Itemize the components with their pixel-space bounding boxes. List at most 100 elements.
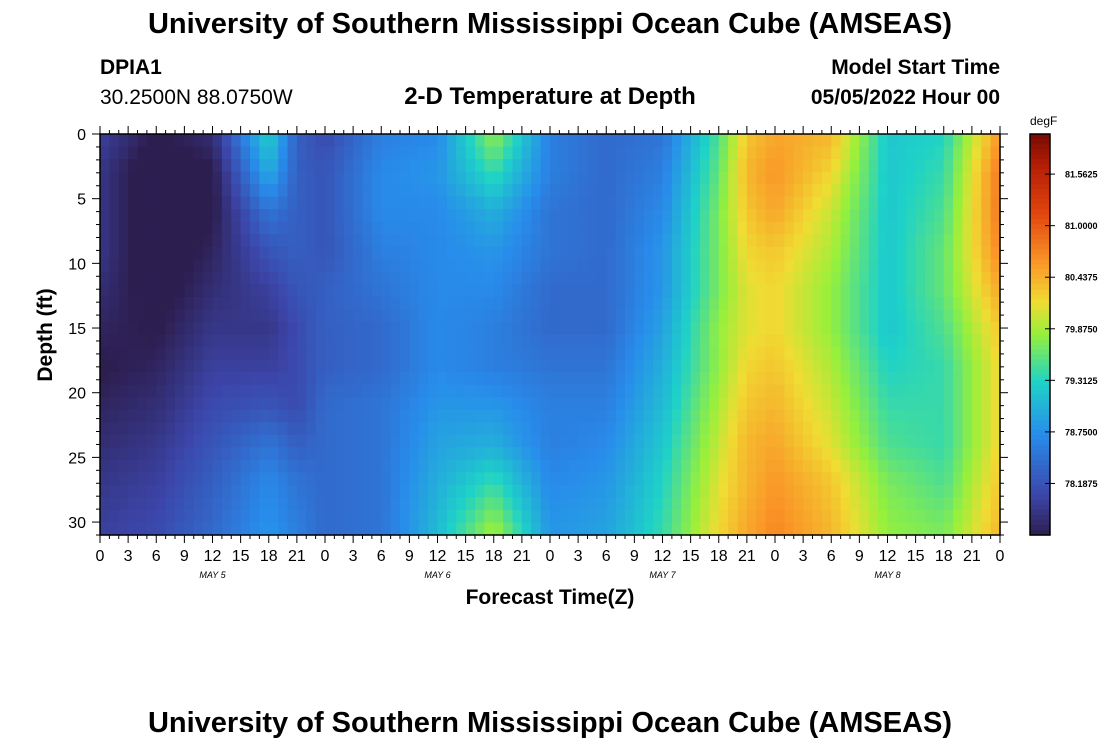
heatmap-cell — [568, 447, 579, 461]
heatmap-cell — [268, 309, 279, 323]
heatmap-cell — [212, 359, 223, 373]
heatmap-cell — [325, 246, 335, 260]
heatmap-cell — [325, 234, 335, 248]
heatmap-cell — [578, 259, 589, 273]
heatmap-cell — [690, 184, 701, 198]
heatmap-cell — [803, 159, 814, 173]
heatmap-cell — [662, 246, 673, 260]
heatmap-cell — [231, 347, 242, 361]
heatmap-cell — [390, 347, 401, 361]
heatmap-cell — [306, 196, 317, 210]
heatmap-cell — [737, 397, 748, 411]
heatmap-cell — [765, 221, 776, 235]
heatmap-cell — [803, 422, 814, 436]
heatmap-cell — [128, 284, 139, 298]
colorbar-segment — [1030, 154, 1050, 160]
heatmap-cell — [868, 159, 879, 173]
heatmap-cell — [643, 409, 654, 423]
heatmap-cell — [381, 171, 392, 185]
heatmap-cell — [184, 159, 195, 173]
heatmap-cell — [456, 522, 467, 536]
heatmap-cell — [906, 271, 917, 285]
heatmap-cell — [578, 397, 589, 411]
x-tick-label: 0 — [96, 548, 105, 565]
heatmap-cell — [343, 296, 354, 311]
heatmap-cell — [831, 309, 842, 323]
heatmap-cell — [831, 271, 842, 285]
heatmap-cell — [306, 209, 317, 223]
heatmap-cell — [615, 422, 626, 436]
heatmap-cell — [165, 134, 176, 148]
heatmap-cell — [765, 372, 776, 386]
heatmap-cell — [671, 522, 682, 536]
heatmap-cell — [521, 347, 532, 361]
heatmap-cell — [456, 259, 467, 273]
heatmap-cell — [878, 359, 889, 373]
heatmap-cell — [409, 196, 420, 210]
heatmap-cell — [212, 409, 223, 423]
heatmap-cell — [465, 321, 476, 336]
heatmap-cell — [850, 359, 860, 373]
heatmap-cell — [596, 296, 607, 311]
heatmap-cell — [934, 509, 945, 524]
heatmap-cell — [971, 447, 982, 461]
heatmap-cell — [625, 234, 635, 248]
heatmap-cell — [615, 209, 626, 223]
heatmap-cell — [156, 209, 167, 223]
heatmap-cell — [146, 221, 157, 235]
heatmap-cell — [737, 246, 748, 260]
heatmap-cell — [531, 259, 542, 273]
heatmap-cell — [203, 522, 214, 536]
heatmap-cell — [315, 209, 326, 223]
heatmap-cell — [934, 384, 945, 398]
heatmap-cell — [146, 359, 157, 373]
heatmap-cell — [259, 271, 270, 285]
heatmap-cell — [634, 347, 645, 361]
heatmap-cell — [278, 171, 289, 185]
heatmap-cell — [446, 334, 457, 348]
heatmap-cell — [737, 259, 748, 273]
heatmap-cell — [840, 459, 851, 473]
heatmap-cell — [540, 447, 551, 461]
heatmap-cell — [371, 196, 382, 210]
colorbar-segment — [1030, 519, 1050, 526]
heatmap-cell — [465, 196, 476, 210]
heatmap-cell — [850, 334, 860, 348]
heatmap-cell — [662, 234, 673, 248]
heatmap-cell — [409, 397, 420, 411]
heatmap-cell — [268, 472, 279, 486]
heatmap-cell — [353, 171, 364, 185]
heatmap-cell — [268, 359, 279, 373]
heatmap-cell — [371, 184, 382, 198]
heatmap-cell — [221, 321, 232, 336]
heatmap-cell — [775, 221, 785, 235]
heatmap-cell — [887, 296, 898, 311]
heatmap-cell — [981, 171, 992, 185]
heatmap-cell — [718, 209, 729, 223]
heatmap-cell — [221, 146, 232, 160]
heatmap-cell — [521, 422, 532, 436]
heatmap-cell — [278, 146, 289, 160]
heatmap-cell — [550, 422, 560, 436]
heatmap-cell — [690, 397, 701, 411]
heatmap-cell — [109, 284, 120, 298]
heatmap-cell — [568, 497, 579, 511]
heatmap-cell — [212, 347, 223, 361]
heatmap-cell — [915, 146, 926, 160]
heatmap-cell — [540, 271, 551, 285]
heatmap-cell — [221, 522, 232, 536]
heatmap-cell — [503, 271, 514, 285]
heatmap-cell — [793, 434, 804, 448]
heatmap-cell — [371, 347, 382, 361]
heatmap-cell — [793, 209, 804, 223]
heatmap-cell — [100, 184, 110, 198]
heatmap-cell — [812, 284, 823, 298]
heatmap-cell — [793, 296, 804, 311]
heatmap-cell — [203, 309, 214, 323]
heatmap-cell — [231, 134, 242, 148]
heatmap-cell — [568, 459, 579, 473]
heatmap-cell — [503, 434, 514, 448]
heatmap-cell — [353, 134, 364, 148]
heatmap-cell — [371, 359, 382, 373]
